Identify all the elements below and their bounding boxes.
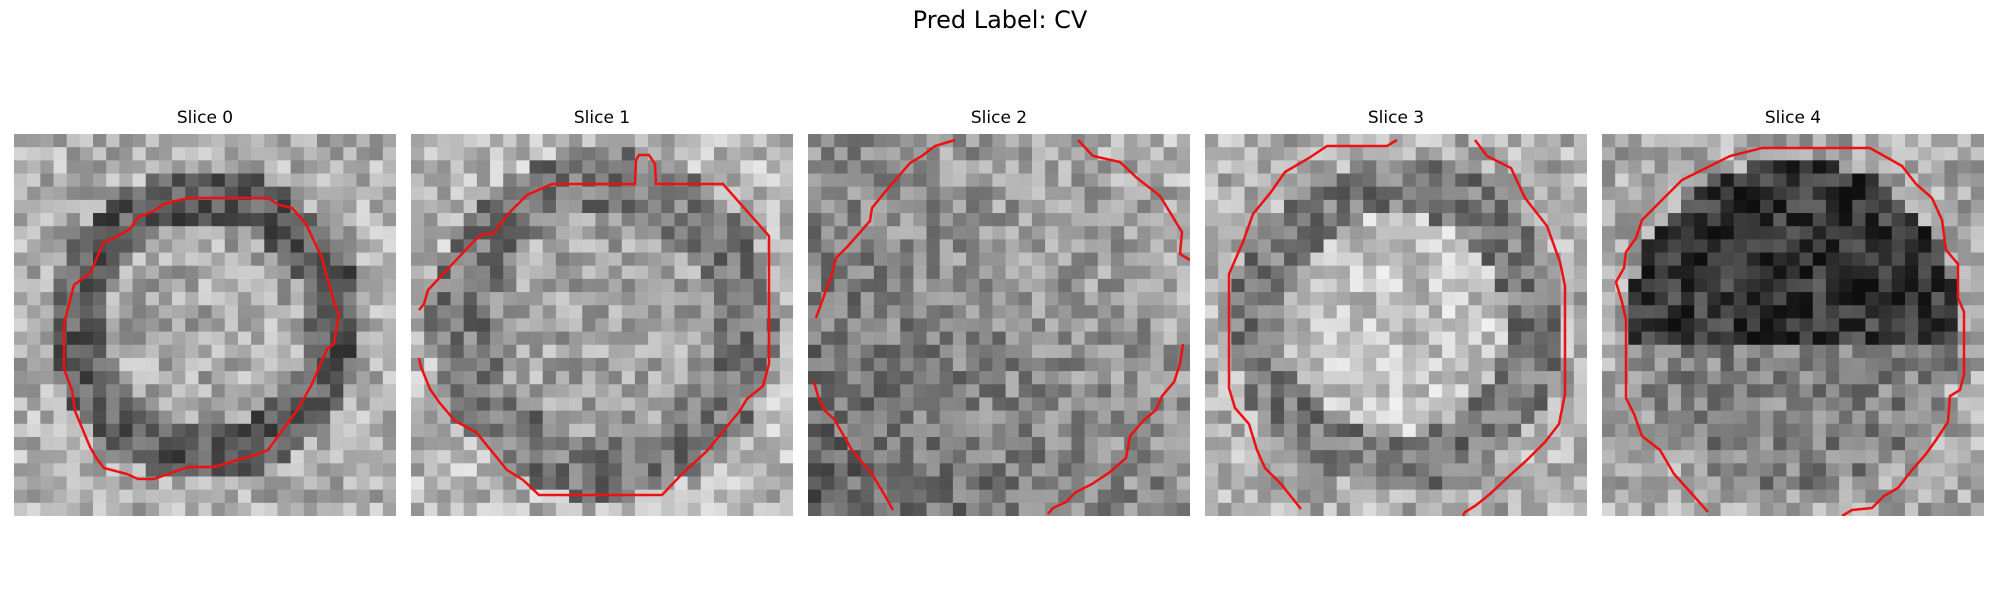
panel-title-slice-3: Slice 3 xyxy=(1367,108,1425,128)
figure-title: Pred Label: CV xyxy=(912,6,1088,34)
slice-3-pixels xyxy=(1205,134,1587,516)
slice-3-contour-right xyxy=(1461,139,1567,516)
slice-4-image xyxy=(1602,134,1984,516)
slice-2-contour-right xyxy=(1077,139,1190,262)
slice-3-contour xyxy=(1227,138,1398,510)
slice-2-contour-lower xyxy=(812,381,895,511)
slice-1-pixels xyxy=(411,134,793,516)
panel-title-slice-1: Slice 1 xyxy=(573,108,631,128)
slice-0-contour xyxy=(62,196,341,481)
slice-0-image xyxy=(14,134,396,516)
slice-0-pixels xyxy=(14,134,396,516)
panel-title-slice-0: Slice 0 xyxy=(176,108,234,128)
panel-title-slice-2: Slice 2 xyxy=(970,108,1028,128)
slice-4-contour xyxy=(1762,146,1966,516)
slice-1-contour xyxy=(417,153,771,497)
slice-4-contour-left xyxy=(1614,146,1763,513)
slice-2-pixels xyxy=(808,134,1190,516)
slice-2-contour xyxy=(814,138,956,319)
slice-3-image xyxy=(1205,134,1587,516)
slice-1-image xyxy=(411,134,793,516)
slice-2-image xyxy=(808,134,1190,516)
panel-title-slice-4: Slice 4 xyxy=(1764,108,1822,128)
slice-2-contour-lower-right xyxy=(1047,343,1185,515)
slice-4-pixels xyxy=(1602,134,1984,516)
